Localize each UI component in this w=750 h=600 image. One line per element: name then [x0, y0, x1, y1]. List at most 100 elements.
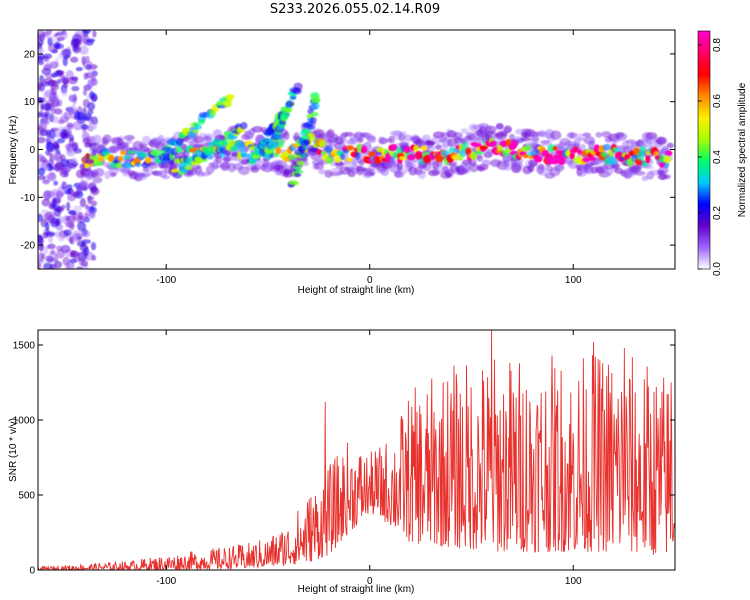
spectrogram-cell: [440, 150, 450, 157]
spectrogram-cell: [220, 138, 229, 145]
spectrogram-cell: [522, 154, 529, 159]
spectrogram-cell: [66, 261, 75, 269]
spectrogram-cell: [72, 230, 81, 236]
spectrogram-cell: [215, 156, 223, 164]
spectrogram-cell: [60, 244, 71, 253]
spectrogram-cell: [481, 159, 492, 167]
spectrogram-y-axis-label: Frequency (Hz): [8, 116, 19, 185]
spectrogram-cell: [653, 150, 659, 157]
spectrogram-cell: [82, 36, 88, 46]
spectrogram-cell: [151, 170, 160, 176]
spectrogram-cell: [499, 140, 508, 147]
spectrogram-cell: [42, 179, 50, 185]
spectrogram-cell: [38, 167, 46, 176]
spectrogram-cell: [241, 153, 251, 158]
spectrogram-cell: [89, 210, 96, 220]
spectrogram-cell: [51, 72, 58, 78]
snr-series-line: [38, 330, 675, 570]
spectrogram-cell: [85, 171, 93, 181]
spectrogram-cell: [78, 257, 85, 266]
spectrogram-cell: [602, 143, 612, 151]
spectrogram-cell: [268, 142, 278, 149]
spectrogram-cell: [46, 244, 51, 249]
spectrogram-cell: [72, 45, 82, 54]
spectrogram-cell: [45, 255, 54, 263]
spectrogram-cell: [69, 236, 74, 244]
spectrogram-cell: [90, 200, 98, 207]
spectrogram-cell: [393, 171, 404, 178]
spectrogram-cell: [194, 124, 202, 130]
spectrogram-cell: [85, 39, 94, 46]
spectrogram-cell: [460, 128, 469, 134]
spectrogram-cell: [81, 30, 92, 34]
spectrogram-cell: [412, 145, 420, 152]
spectrogram-cell: [275, 146, 282, 155]
spectrogram-cell: [45, 221, 50, 231]
spectrogram-cell: [42, 231, 49, 239]
spectrogram-cell: [557, 156, 566, 166]
spectrogram-cell: [161, 152, 170, 158]
spectrogram-cell: [461, 141, 468, 151]
spectrogram-cell: [331, 167, 339, 173]
spectrogram-cell: [38, 97, 45, 103]
spectrogram-cell: [41, 198, 51, 207]
spectrogram-cell: [631, 165, 642, 173]
spectrogram-cell: [403, 134, 414, 142]
spectrogram-cell: [428, 145, 436, 151]
spectrogram-cell: [56, 138, 65, 144]
spectrogram-cell: [50, 92, 59, 101]
snr-y-tick-label: 500: [18, 491, 35, 502]
spectrogram-cell: [87, 78, 97, 87]
spectrogram-cell: [74, 111, 81, 121]
spectrogram-cell: [582, 132, 592, 138]
spectrogram-cell: [285, 100, 295, 107]
spectrogram-cell: [40, 209, 49, 214]
spectrogram-cell: [79, 45, 89, 55]
spectrogram-cell: [115, 162, 123, 169]
spectrogram-cell: [345, 157, 353, 162]
spectrogram-cell: [86, 196, 95, 201]
spectrogram-cell: [54, 43, 64, 50]
spectrogram-cell: [72, 33, 82, 44]
spectrogram-cell: [451, 154, 460, 161]
spectrogram-cell: [476, 155, 484, 162]
spectrogram-cell: [288, 180, 298, 185]
spectrogram-cell: [508, 133, 516, 141]
spectrogram-cell: [204, 151, 213, 157]
spectrogram-cell: [279, 112, 290, 119]
spectrogram-cell: [92, 30, 97, 38]
spectrogram-cell: [72, 121, 83, 131]
spectrogram-cell: [250, 164, 262, 171]
spectrogram-cell: [79, 197, 86, 208]
spectrogram-cell: [524, 144, 532, 151]
spectrogram-cell: [53, 208, 61, 217]
spectrogram-cell: [60, 128, 68, 139]
spectrogram-cell: [301, 135, 310, 140]
spectrogram-cell: [552, 146, 558, 151]
spectrogram-cell: [76, 266, 84, 269]
spectrogram-cell: [193, 135, 204, 144]
spectrogram-cell: [77, 211, 84, 221]
spectrogram-y-tick-label: 0: [29, 145, 35, 156]
spectrogram-cell: [275, 160, 287, 169]
spectrogram-cell: [61, 204, 66, 210]
spectrogram-cell: [46, 99, 55, 107]
spectrogram-cell: [53, 144, 60, 151]
spectrogram-cell: [126, 150, 136, 155]
spectrogram-cell: [43, 53, 53, 59]
spectrogram-cell: [89, 91, 95, 100]
spectrogram-cell: [361, 145, 368, 153]
spectrogram-cell: [283, 156, 290, 162]
spectrogram-cell: [417, 171, 427, 180]
spectrogram-cell: [39, 116, 50, 127]
spectrogram-cell: [485, 148, 494, 154]
spectrogram-cell: [645, 155, 651, 164]
spectrogram-cell: [55, 70, 65, 75]
spectrogram-cell: [47, 148, 53, 157]
snr-y-tick-label: 0: [29, 566, 35, 577]
snr-y-axis-label: SNR (10 * v/v): [8, 418, 19, 482]
